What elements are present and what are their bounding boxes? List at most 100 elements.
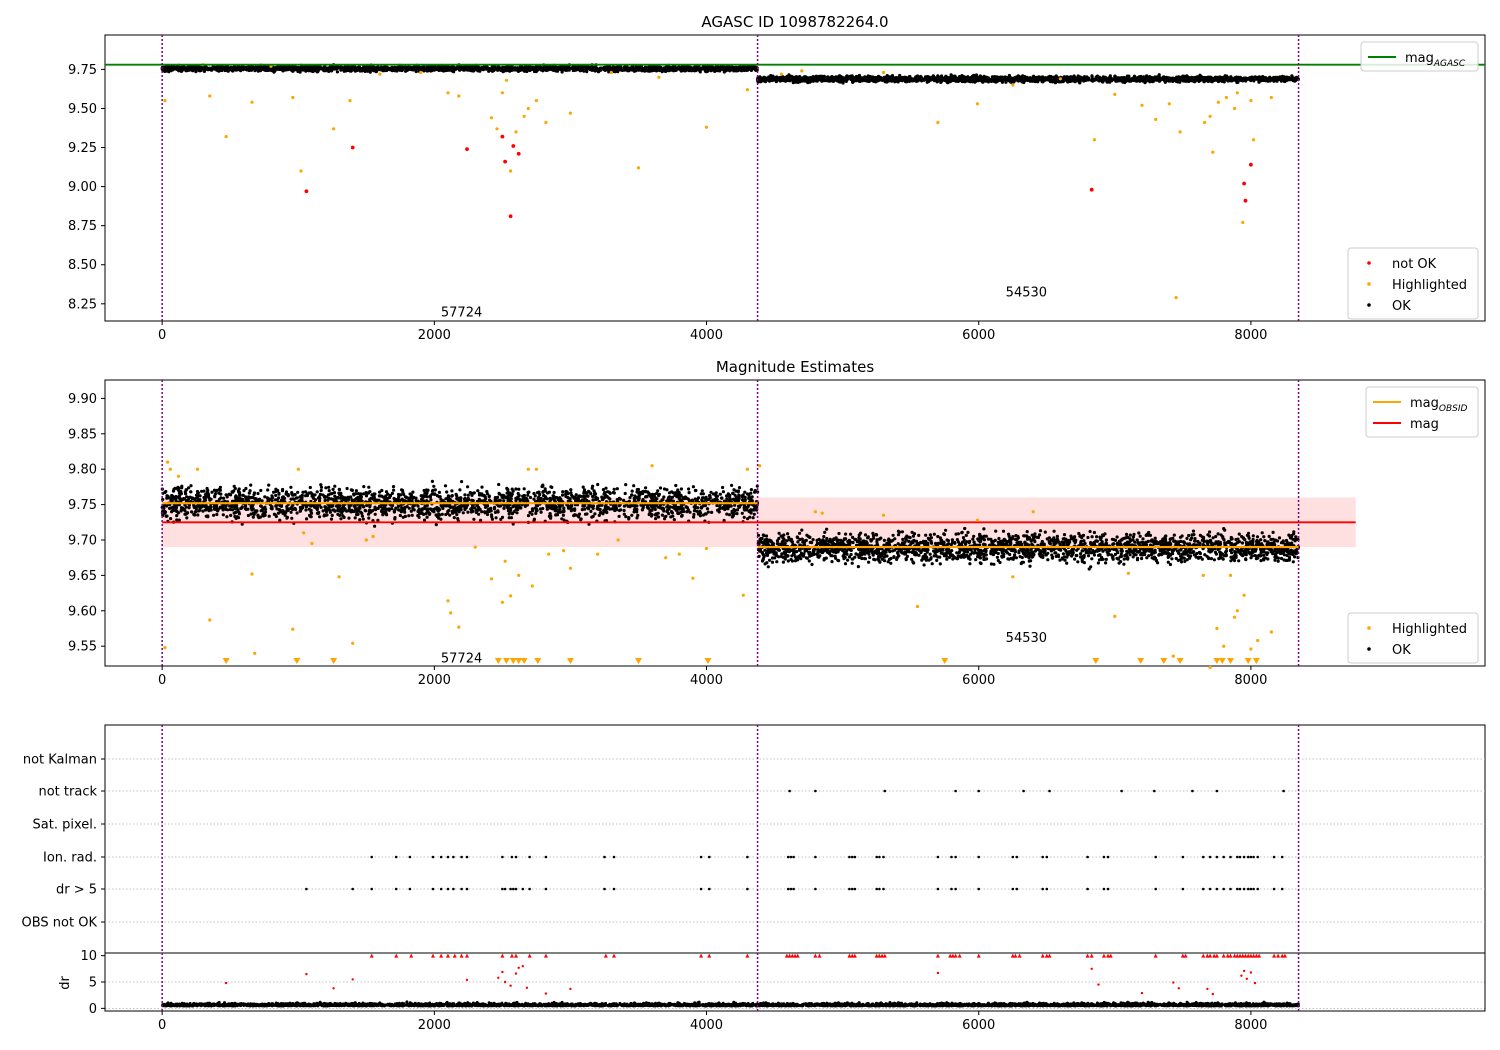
ok-point <box>169 517 173 521</box>
ok-point <box>817 77 821 81</box>
ok-point <box>674 67 678 72</box>
ok-point <box>467 67 471 71</box>
ok-point <box>394 66 399 70</box>
ok-point <box>632 484 636 488</box>
ok-point <box>1075 78 1079 82</box>
ok-point <box>761 76 765 80</box>
ok-point <box>971 77 975 81</box>
ok-point <box>461 511 465 515</box>
ok-point <box>422 69 426 73</box>
ok-point <box>581 67 586 71</box>
plot-area: 0 2000 4000 6000 80009.559.609.659.709.759.8… <box>68 379 1486 688</box>
ok-point <box>643 69 647 73</box>
ok-point <box>291 66 295 70</box>
highlighted-point <box>1154 117 1158 121</box>
legend-swatch-dot <box>1367 282 1371 286</box>
ok-point <box>1005 76 1009 80</box>
ok-point <box>1283 79 1287 83</box>
highlighted-point <box>745 88 750 92</box>
not-ok-point <box>511 144 516 148</box>
highlighted-point <box>1092 138 1096 142</box>
not-ok-point <box>500 134 505 139</box>
ok-point <box>902 78 906 82</box>
ok-point <box>982 74 986 78</box>
ok-point <box>946 81 950 85</box>
ok-point <box>1104 78 1108 82</box>
ok-point <box>188 67 192 71</box>
ok-point <box>1047 75 1052 79</box>
ok-point <box>729 65 733 70</box>
ok-point <box>566 67 570 71</box>
highlighted-point <box>419 70 423 75</box>
ok-point <box>1106 79 1110 83</box>
ok-point <box>782 78 786 82</box>
obsid-label: 54530 <box>1006 285 1047 300</box>
ok-point <box>844 78 849 82</box>
highlighted-point <box>544 120 548 125</box>
ok-point <box>194 67 198 71</box>
ok-point <box>542 67 546 71</box>
ok-point <box>862 76 867 81</box>
ok-point <box>462 66 466 70</box>
not-ok-point <box>508 214 513 219</box>
x-tick-label: 8000 <box>1234 673 1267 688</box>
highlighted-point <box>1178 130 1182 134</box>
highlighted-point <box>332 127 336 131</box>
highlighted-point <box>522 114 526 118</box>
ok-point <box>414 499 418 503</box>
ok-point <box>1081 77 1085 81</box>
ok-point <box>679 487 684 491</box>
ok-point <box>691 66 695 71</box>
ok-point <box>974 73 979 77</box>
ok-point <box>767 76 771 80</box>
ok-point <box>748 66 752 70</box>
ok-point <box>792 75 796 80</box>
ok-point <box>1215 76 1219 80</box>
ok-point <box>196 513 200 517</box>
ok-point <box>492 65 496 69</box>
ok-point <box>839 80 843 84</box>
ok-point <box>802 79 807 83</box>
highlighted-point <box>509 169 513 173</box>
ok-point <box>1204 78 1208 82</box>
ok-point <box>610 67 614 71</box>
x-tick-label: 4000 <box>690 328 723 343</box>
ok-point <box>576 67 581 71</box>
ok-point <box>1196 78 1200 82</box>
not-ok-point <box>1249 162 1253 167</box>
ok-point <box>944 77 949 81</box>
ok-point <box>1187 79 1191 84</box>
ok-point <box>481 67 485 71</box>
ok-point <box>224 68 228 72</box>
ok-point <box>926 77 930 81</box>
ok-point <box>889 79 894 83</box>
ok-point <box>299 65 303 70</box>
ok-point <box>622 66 626 70</box>
ok-point <box>1112 78 1116 82</box>
not-ok-point <box>465 147 469 152</box>
highlighted-point <box>1216 100 1220 104</box>
ok-point <box>342 66 346 70</box>
ok-point <box>622 508 626 513</box>
ok-point <box>489 67 493 71</box>
ok-point <box>339 517 343 521</box>
highlighted-point <box>1203 120 1207 125</box>
x-tick-label: 0 <box>158 673 166 688</box>
ok-point <box>1000 80 1005 84</box>
highlighted-point <box>1233 106 1237 111</box>
ok-point <box>1025 78 1029 82</box>
legend-label: OK <box>1392 299 1411 314</box>
ok-point <box>403 66 407 70</box>
highlighted-point <box>568 111 573 115</box>
ok-point <box>185 516 189 520</box>
ok-point <box>1051 76 1055 80</box>
ok-point <box>1032 77 1036 81</box>
ok-point <box>1002 77 1006 81</box>
y-tick-label: 9.65 <box>68 569 97 584</box>
ok-point <box>709 490 713 494</box>
highlighted-point <box>534 99 539 103</box>
legend-subscript: AGASC <box>1433 59 1466 69</box>
ok-point <box>295 66 299 70</box>
ok-point <box>168 67 172 71</box>
ok-point <box>391 485 396 489</box>
